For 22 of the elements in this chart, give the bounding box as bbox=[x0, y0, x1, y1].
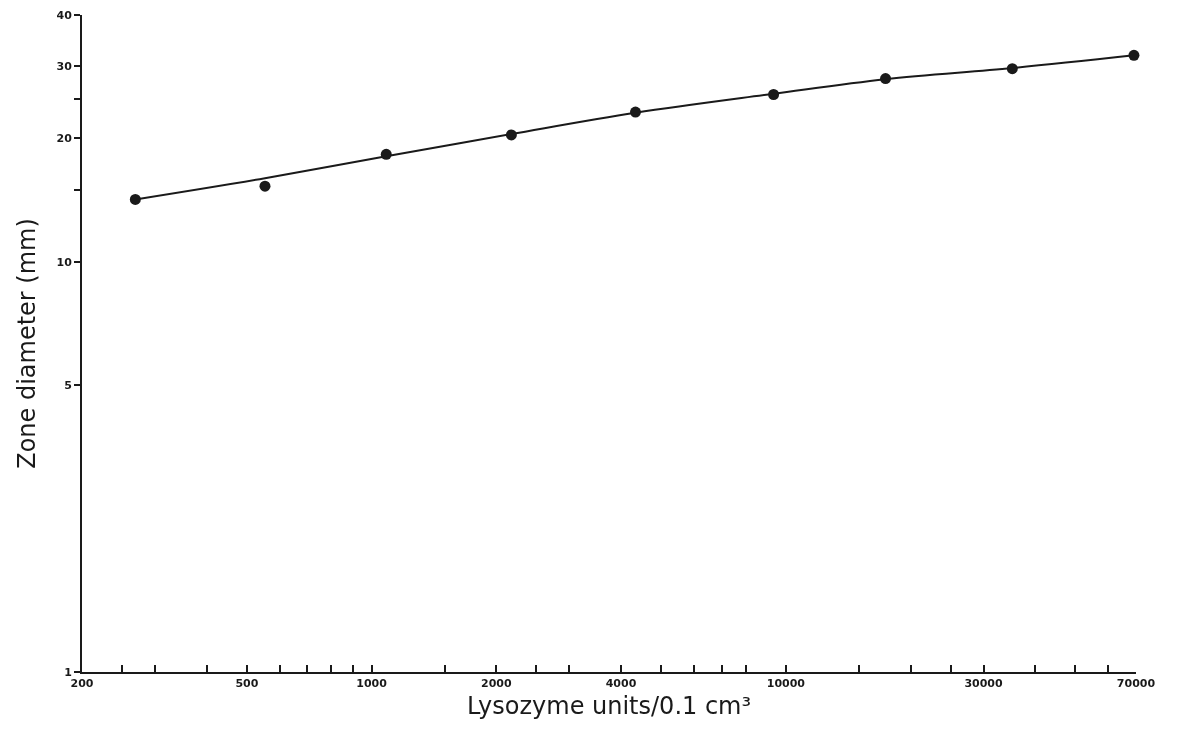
point bbox=[629, 106, 641, 118]
x-tick-label: 1000 bbox=[356, 677, 388, 691]
x-tick-label: 70000 bbox=[1116, 677, 1156, 691]
y-tick-label: 40 bbox=[56, 8, 73, 22]
x-tick-label: 500 bbox=[235, 677, 259, 691]
x-tick-label: 10000 bbox=[766, 677, 806, 691]
x-tick-label: 30000 bbox=[964, 677, 1004, 691]
y-tick-label: 10 bbox=[56, 255, 73, 269]
x-tick-label: 4000 bbox=[605, 677, 637, 691]
y-tick-label: 1 bbox=[64, 665, 72, 679]
point bbox=[1006, 63, 1018, 75]
y-tick-label: 30 bbox=[56, 60, 73, 74]
y-tick-label: 20 bbox=[56, 132, 73, 146]
point bbox=[129, 193, 141, 205]
x-tick-label: 2000 bbox=[480, 677, 512, 691]
point bbox=[505, 129, 517, 141]
point bbox=[880, 73, 892, 85]
y-axis-title: Zone diameter (mm) bbox=[13, 218, 42, 469]
x-tick-label: 200 bbox=[70, 677, 94, 691]
point bbox=[380, 148, 392, 160]
y-tick-label: 5 bbox=[64, 379, 72, 393]
x-axis-title: Lysozyme units/0.1 cm³ bbox=[466, 692, 752, 720]
